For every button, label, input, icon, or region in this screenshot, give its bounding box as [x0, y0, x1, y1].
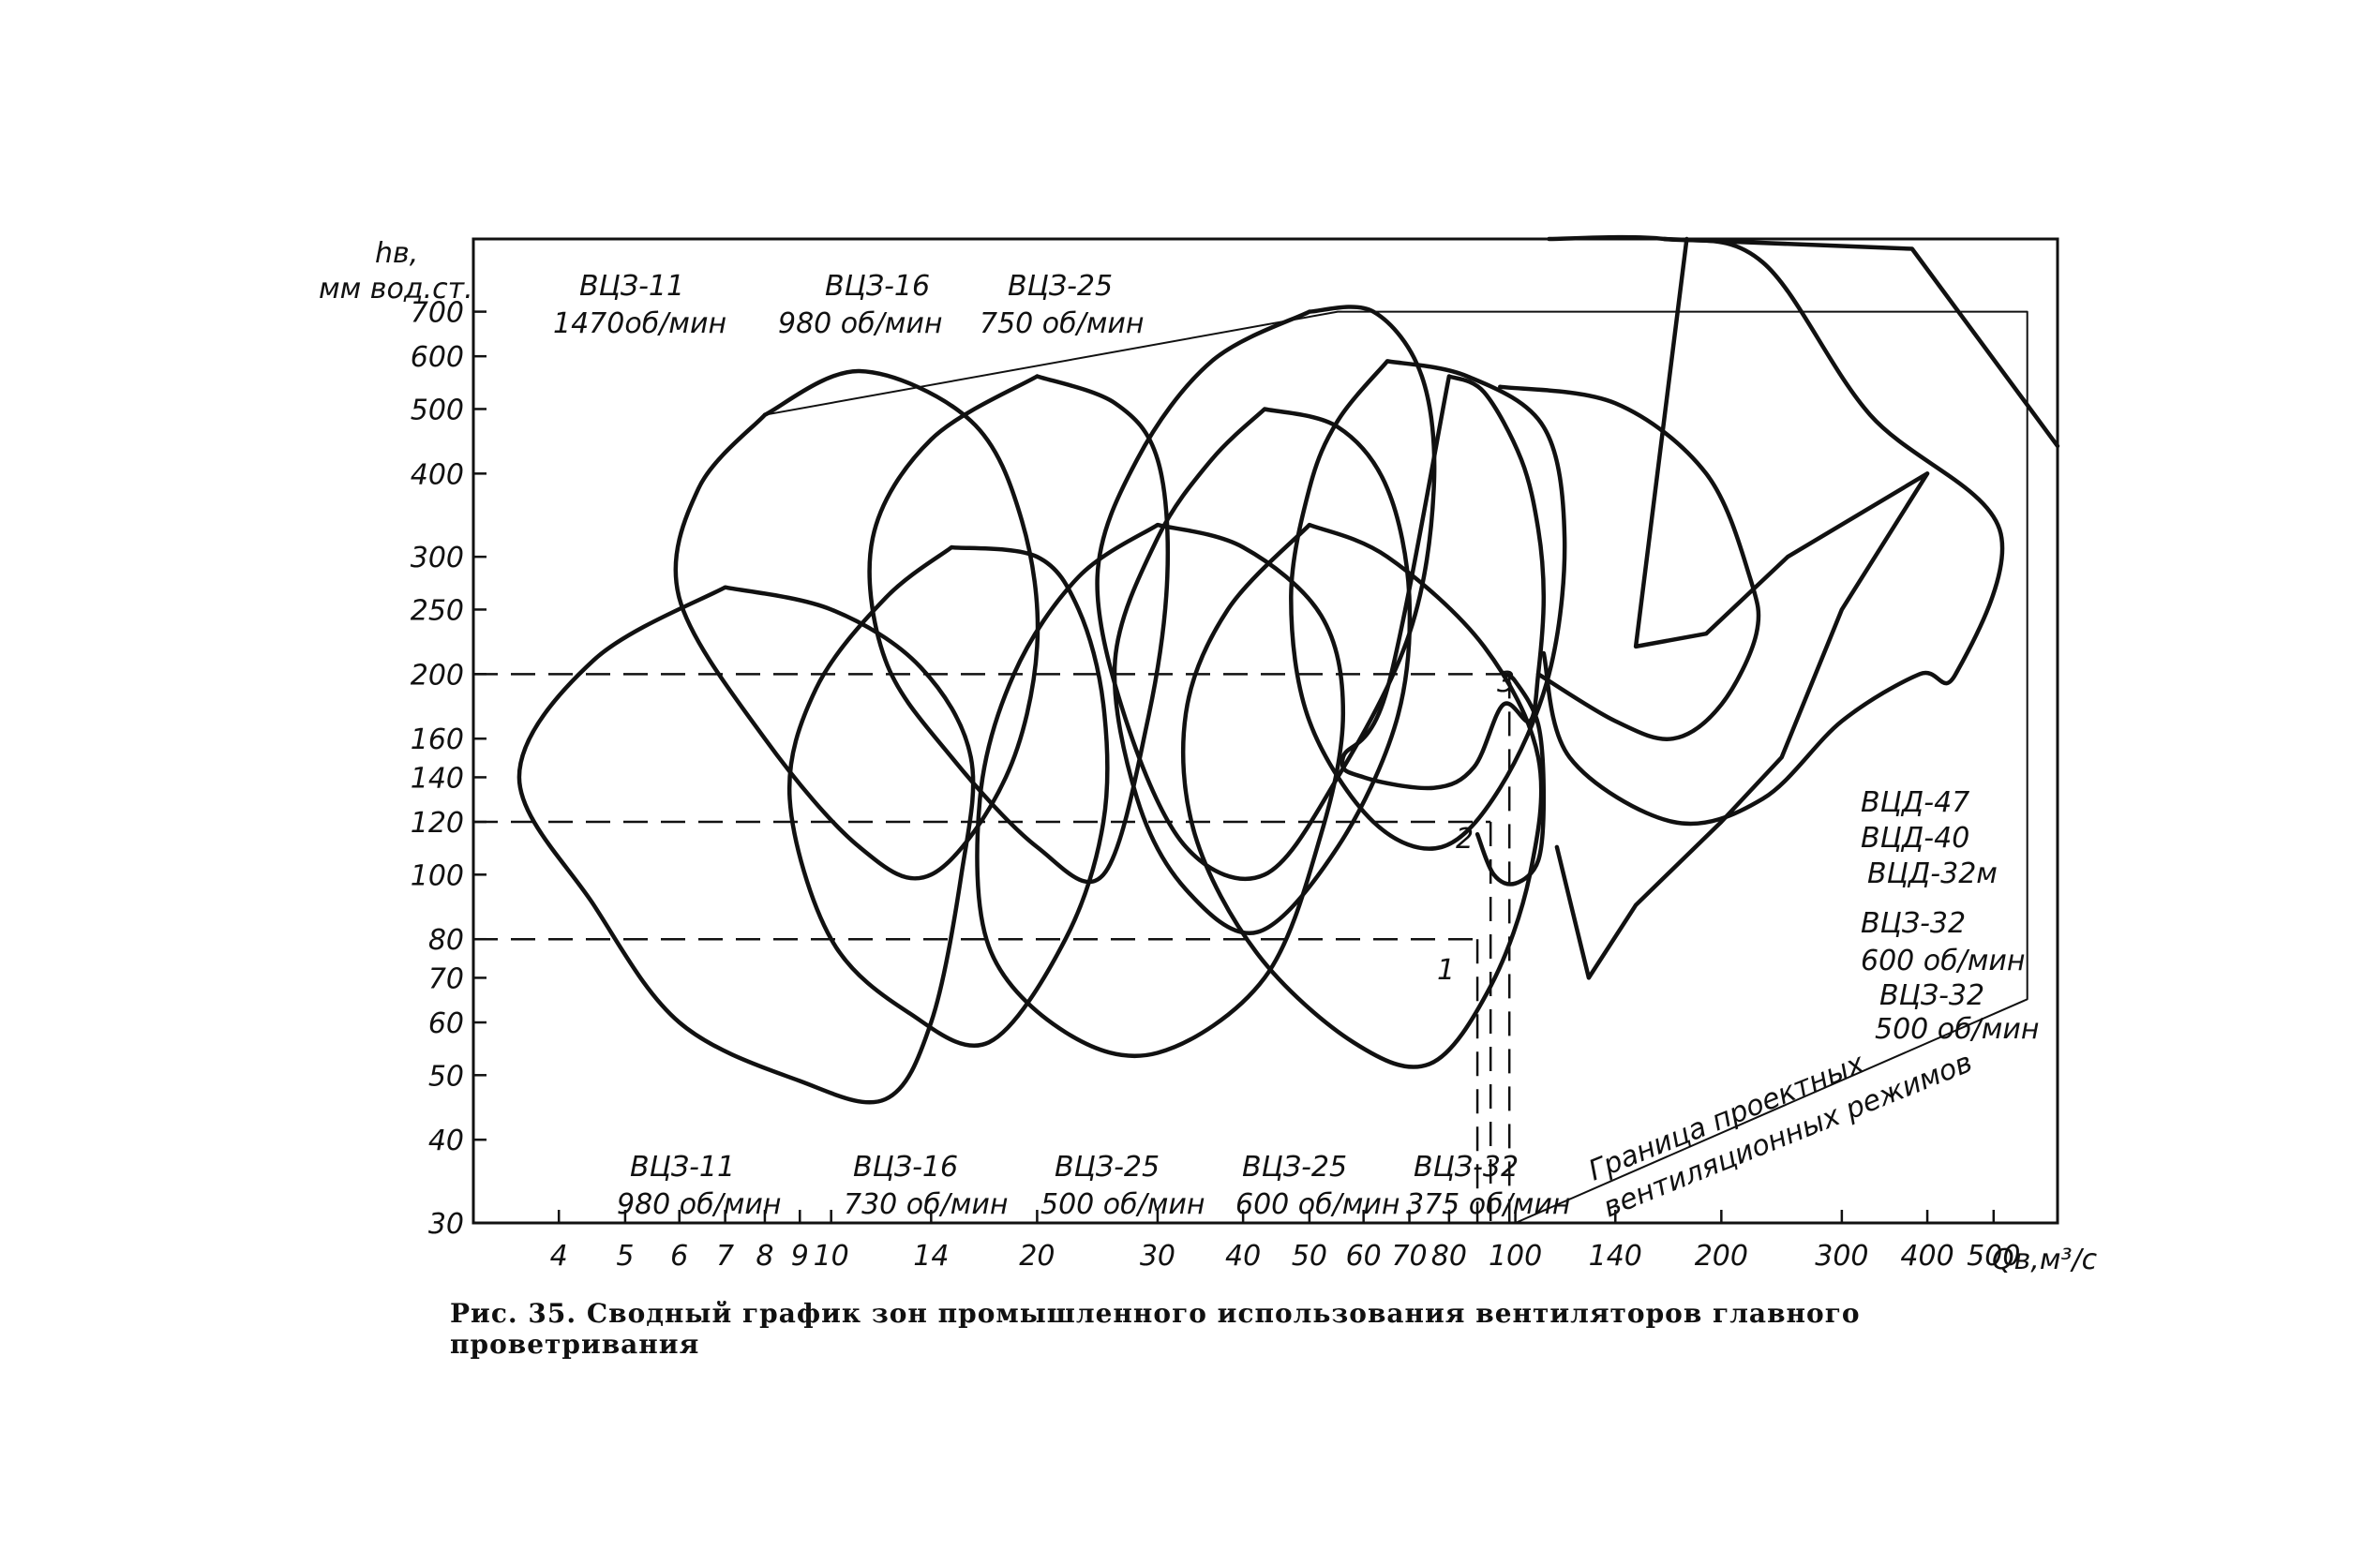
label-vcz25-750-line1: ВЦЗ-25 [1008, 270, 1113, 303]
operating-point-1-label: 1 [1437, 954, 1455, 987]
x-tick-label: 70 [1391, 1240, 1427, 1273]
y-tick-label: 120 [411, 807, 464, 840]
x-tick-label: 5 [616, 1240, 634, 1273]
curve-series-12 [1541, 234, 2005, 827]
x-tick-label: 10 [814, 1240, 849, 1273]
label-vcz16-730-line2: 730 об/мин [844, 1188, 1009, 1221]
curve-series-10 [1498, 384, 1761, 741]
x-tick-label: 40 [1225, 1240, 1261, 1273]
x-tick-label: 4 [550, 1240, 568, 1273]
y-tick-label: 50 [428, 1060, 464, 1093]
x-tick-label: 80 [1431, 1240, 1467, 1273]
label-vcz11-980-line1: ВЦЗ-11 [630, 1151, 735, 1184]
x-tick-label: 50 [1292, 1240, 1327, 1273]
label-vcz32-500-line2: 500 об/мин [1875, 1013, 2040, 1046]
y-tick-label: 70 [428, 962, 464, 995]
x-tick-label: 7 [716, 1240, 734, 1273]
label-vcz25-600-line1: ВЦЗ-25 [1242, 1151, 1347, 1184]
y-tick-label: 700 [411, 297, 464, 330]
y-tick-label: 160 [411, 723, 464, 756]
operating-point-2-label: 2 [1456, 823, 1474, 856]
x-tick-label: 200 [1695, 1240, 1748, 1273]
curve-series-6 [1112, 407, 1413, 936]
y-axis-unit-label: мм вод.ст. [319, 273, 473, 306]
curve-series-7 [1289, 359, 1567, 851]
curve-series-4 [1095, 305, 1437, 881]
y-tick-label: 250 [411, 594, 464, 627]
curve-series-13 [763, 310, 2028, 1224]
label-vcz32-375-line2: 375 об/мин [1406, 1188, 1571, 1221]
curve-series-2 [867, 374, 1171, 885]
label-vcz11-980-line2: 980 об/мин [617, 1188, 782, 1221]
curve-series-14 [1662, 236, 2060, 449]
label-vcd40: ВЦД-40 [1861, 822, 1969, 855]
label-vcz25-600-line2: 600 об/мин [1235, 1188, 1400, 1221]
y-tick-label: 140 [411, 762, 464, 795]
x-tick-label: 500 [1967, 1240, 2020, 1273]
label-vcz32-600-line2: 600 об/мин [1861, 945, 2026, 977]
y-tick-label: 40 [428, 1125, 464, 1157]
x-tick-label: 100 [1489, 1240, 1542, 1273]
curve-series-9 [1474, 672, 1547, 887]
y-tick-label: 300 [411, 542, 464, 574]
plot-frame [472, 237, 2059, 1225]
label-vcz25-750-line2: 750 об/мин [980, 307, 1145, 340]
y-tick-label: 30 [428, 1208, 464, 1241]
x-tick-label: 14 [913, 1240, 949, 1273]
x-tick-label: 8 [756, 1240, 773, 1273]
curve-series-5 [975, 522, 1346, 1058]
y-tick-label: 600 [411, 341, 464, 374]
fan-zone-curves [516, 234, 2060, 1224]
label-vcz25-500-line1: ВЦЗ-25 [1055, 1151, 1160, 1184]
x-tick-label: 400 [1900, 1240, 1953, 1273]
x-tick-label: 9 [791, 1240, 809, 1273]
label-vcz16-980-line1: ВЦЗ-16 [825, 270, 930, 303]
label-vcz32-375-line1: ВЦЗ-32 [1414, 1151, 1519, 1184]
y-tick-label: 500 [411, 394, 464, 426]
x-tick-label: 300 [1815, 1240, 1868, 1273]
operating-point-3-label: 3 [1497, 666, 1515, 699]
y-tick-label: 100 [411, 859, 464, 892]
x-tick-label: 6 [670, 1240, 688, 1273]
curve-series-8 [1180, 522, 1544, 1069]
label-vcz32-500-line1: ВЦЗ-32 [1879, 979, 1984, 1012]
label-vcz16-730-line1: ВЦЗ-16 [853, 1151, 958, 1184]
label-vcz11-1470-line1: ВЦЗ-11 [579, 270, 684, 303]
x-axis-unit-label: Qв,м³/с [1992, 1244, 2098, 1276]
curve-series-0 [673, 368, 1040, 881]
operating-point-guides [473, 673, 1511, 1223]
label-vcz11-1470-line2: 1470об/мин [553, 307, 726, 340]
y-axis-unit-symbol: hв, [375, 237, 418, 270]
label-vcz16-980-line2: 980 об/мин [778, 307, 943, 340]
label-vcz32-600-line1: ВЦЗ-32 [1861, 907, 1966, 940]
x-tick-label: 30 [1140, 1240, 1175, 1273]
label-vcd47: ВЦД-47 [1861, 786, 1969, 819]
curve-series-11 [1340, 374, 1547, 791]
plot-border [472, 237, 2059, 1225]
x-axis-ticks: 4 5 6 7 8 9 10 14 20 30 40 50 60 70 80 100 140 200 300 400 5… [550, 1210, 2020, 1273]
y-tick-label: 60 [428, 1007, 464, 1040]
curve-series-15 [1554, 236, 1930, 980]
y-tick-label: 200 [411, 659, 464, 692]
curve-series-3 [786, 544, 1110, 1049]
curve-series-1 [516, 585, 976, 1105]
x-tick-label: 20 [1019, 1240, 1055, 1273]
figure-caption: Рис. 35. Сводный график зон промышленног… [450, 1298, 1861, 1360]
y-tick-label: 400 [411, 458, 464, 491]
y-tick-label: 80 [428, 924, 464, 957]
label-vcz25-500-line2: 500 об/мин [1040, 1188, 1205, 1221]
x-tick-label: 60 [1346, 1240, 1382, 1273]
label-vcd32m: ВЦД-32м [1867, 857, 1998, 890]
y-axis-ticks: 30 40 50 60 70 80 100 120 140 160 200 250 300 400 500 6… [411, 297, 486, 1241]
x-tick-label: 140 [1589, 1240, 1642, 1273]
